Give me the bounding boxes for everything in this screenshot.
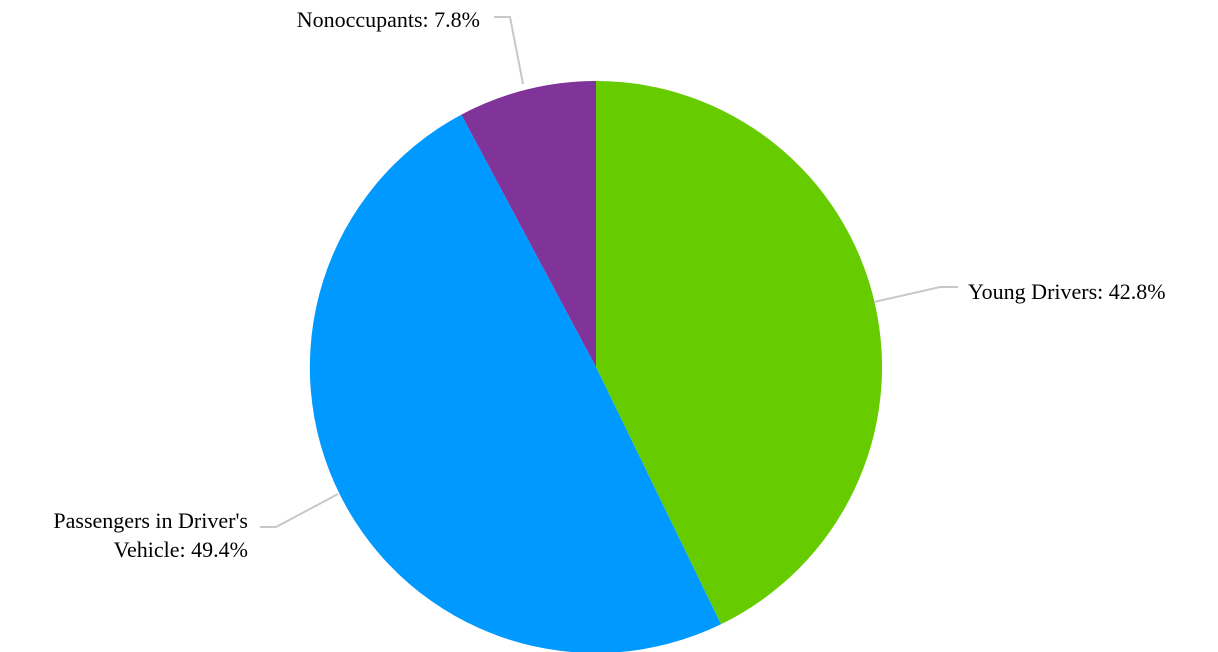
pie-slice-nonoccupants xyxy=(461,81,596,367)
leader-line-passengers xyxy=(260,493,339,528)
leader-line-nonoccupants xyxy=(494,16,524,85)
slice-label-passengers-line-1: Passengers in Driver's xyxy=(53,508,248,533)
pie-slice-young-drivers xyxy=(596,81,883,625)
leader-line-young-drivers xyxy=(873,286,958,303)
slice-label-nonoccupants: Nonoccupants: 7.8% xyxy=(297,7,480,32)
leader-lines xyxy=(260,16,958,528)
slices-group xyxy=(309,81,883,652)
slice-label-young-drivers: Young Drivers: 42.8% xyxy=(968,279,1166,304)
slice-label-passengers-line-2: Vehicle: 49.4% xyxy=(114,537,248,562)
pie-slice-passengers xyxy=(309,114,722,652)
